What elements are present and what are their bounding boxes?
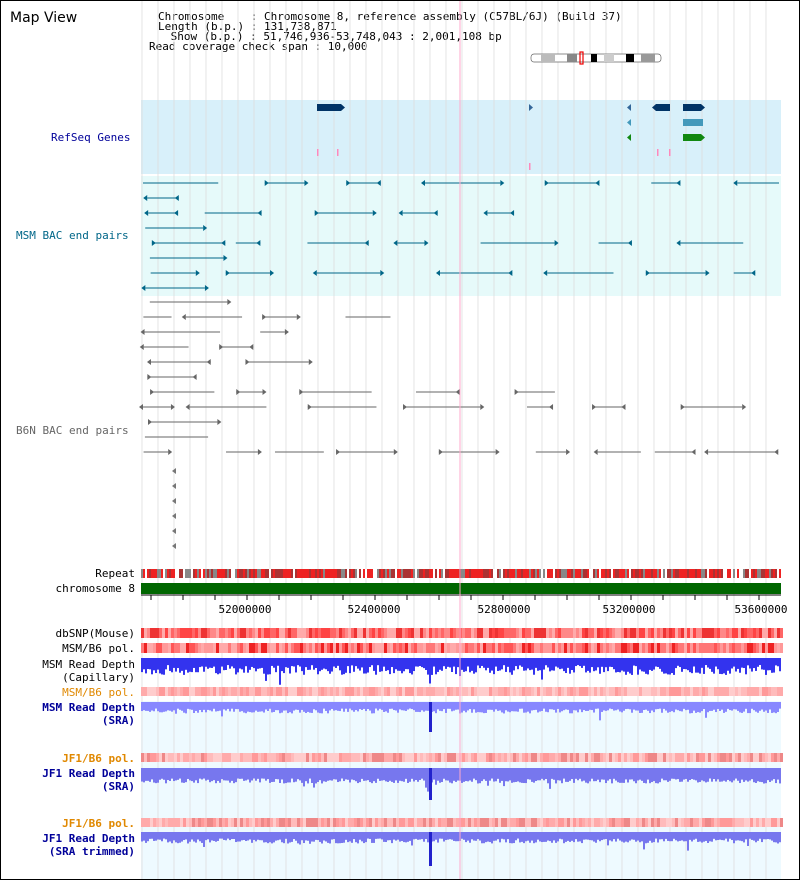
page-title: Map View (10, 10, 78, 26)
gene-feature (317, 104, 341, 111)
axis-tick-label: 52000000 (219, 603, 272, 616)
repeat-track-bar (141, 569, 781, 578)
msm-depth-sra-label-2: (SRA) (101, 714, 135, 727)
msm-bac-features (141, 180, 779, 291)
gene-feature (683, 119, 703, 126)
refseq-features (317, 104, 705, 170)
msm-bac-track-bg (141, 176, 781, 296)
jf1-depth-trim-label-2: (SRA trimmed) (48, 845, 135, 858)
show-range-info: Show (b.p.) : 51,746,936-53,748,043 : 2,… (164, 30, 502, 43)
refseq-track-label[interactable]: RefSeq Genes (51, 131, 131, 144)
b6n-bac-track-label[interactable]: B6N BAC end pairs (16, 424, 129, 437)
msm-bac-track-label[interactable]: MSM BAC end pairs (16, 229, 129, 242)
jf1-depth-sra-label-1: JF1 Read Depth (42, 767, 135, 780)
chromosome-track-label: chromosome 8 (55, 582, 135, 595)
heat-tracks (141, 628, 783, 827)
repeat-track-label: Repeat (95, 567, 135, 580)
chromosome-ideogram (530, 51, 662, 65)
msm-depth-cap-label-2: (Capillary) (62, 671, 135, 684)
grid-lines (141, 1, 767, 879)
msm-b6-pol2-label: MSM/B6 pol. (62, 686, 135, 699)
sra-tracks-bg (141, 701, 781, 879)
msm-b6-pol-label: MSM/B6 pol. (62, 642, 135, 655)
axis-tick-label: 53600000 (735, 603, 788, 616)
ideogram-position-marker (579, 51, 584, 65)
dbsnp-track-label: dbSNP(Mouse) (55, 627, 135, 640)
msm-depth-sra-label-1: MSM Read Depth (42, 701, 135, 714)
gene-feature (656, 104, 670, 111)
jf1-pol2-label: JF1/B6 pol. (62, 817, 135, 830)
position-axis: 52000000 52400000 52800000 53200000 53600000 (141, 594, 788, 616)
refseq-track-bg (141, 100, 781, 174)
jf1-depth-trim-label-1: JF1 Read Depth (42, 832, 135, 845)
b6n-bac-features (139, 299, 779, 549)
gene-feature (683, 134, 701, 141)
jf1-pol-label: JF1/B6 pol. (62, 752, 135, 765)
gene-feature (683, 104, 701, 111)
jf1-depth-sra-label-2: (SRA) (101, 780, 135, 793)
axis-tick-label: 53200000 (603, 603, 656, 616)
axis-tick-label: 52400000 (348, 603, 401, 616)
msm-depth-cap-label-1: MSM Read Depth (42, 658, 135, 671)
chromosome-bar (141, 583, 781, 594)
axis-tick-label: 52800000 (478, 603, 531, 616)
